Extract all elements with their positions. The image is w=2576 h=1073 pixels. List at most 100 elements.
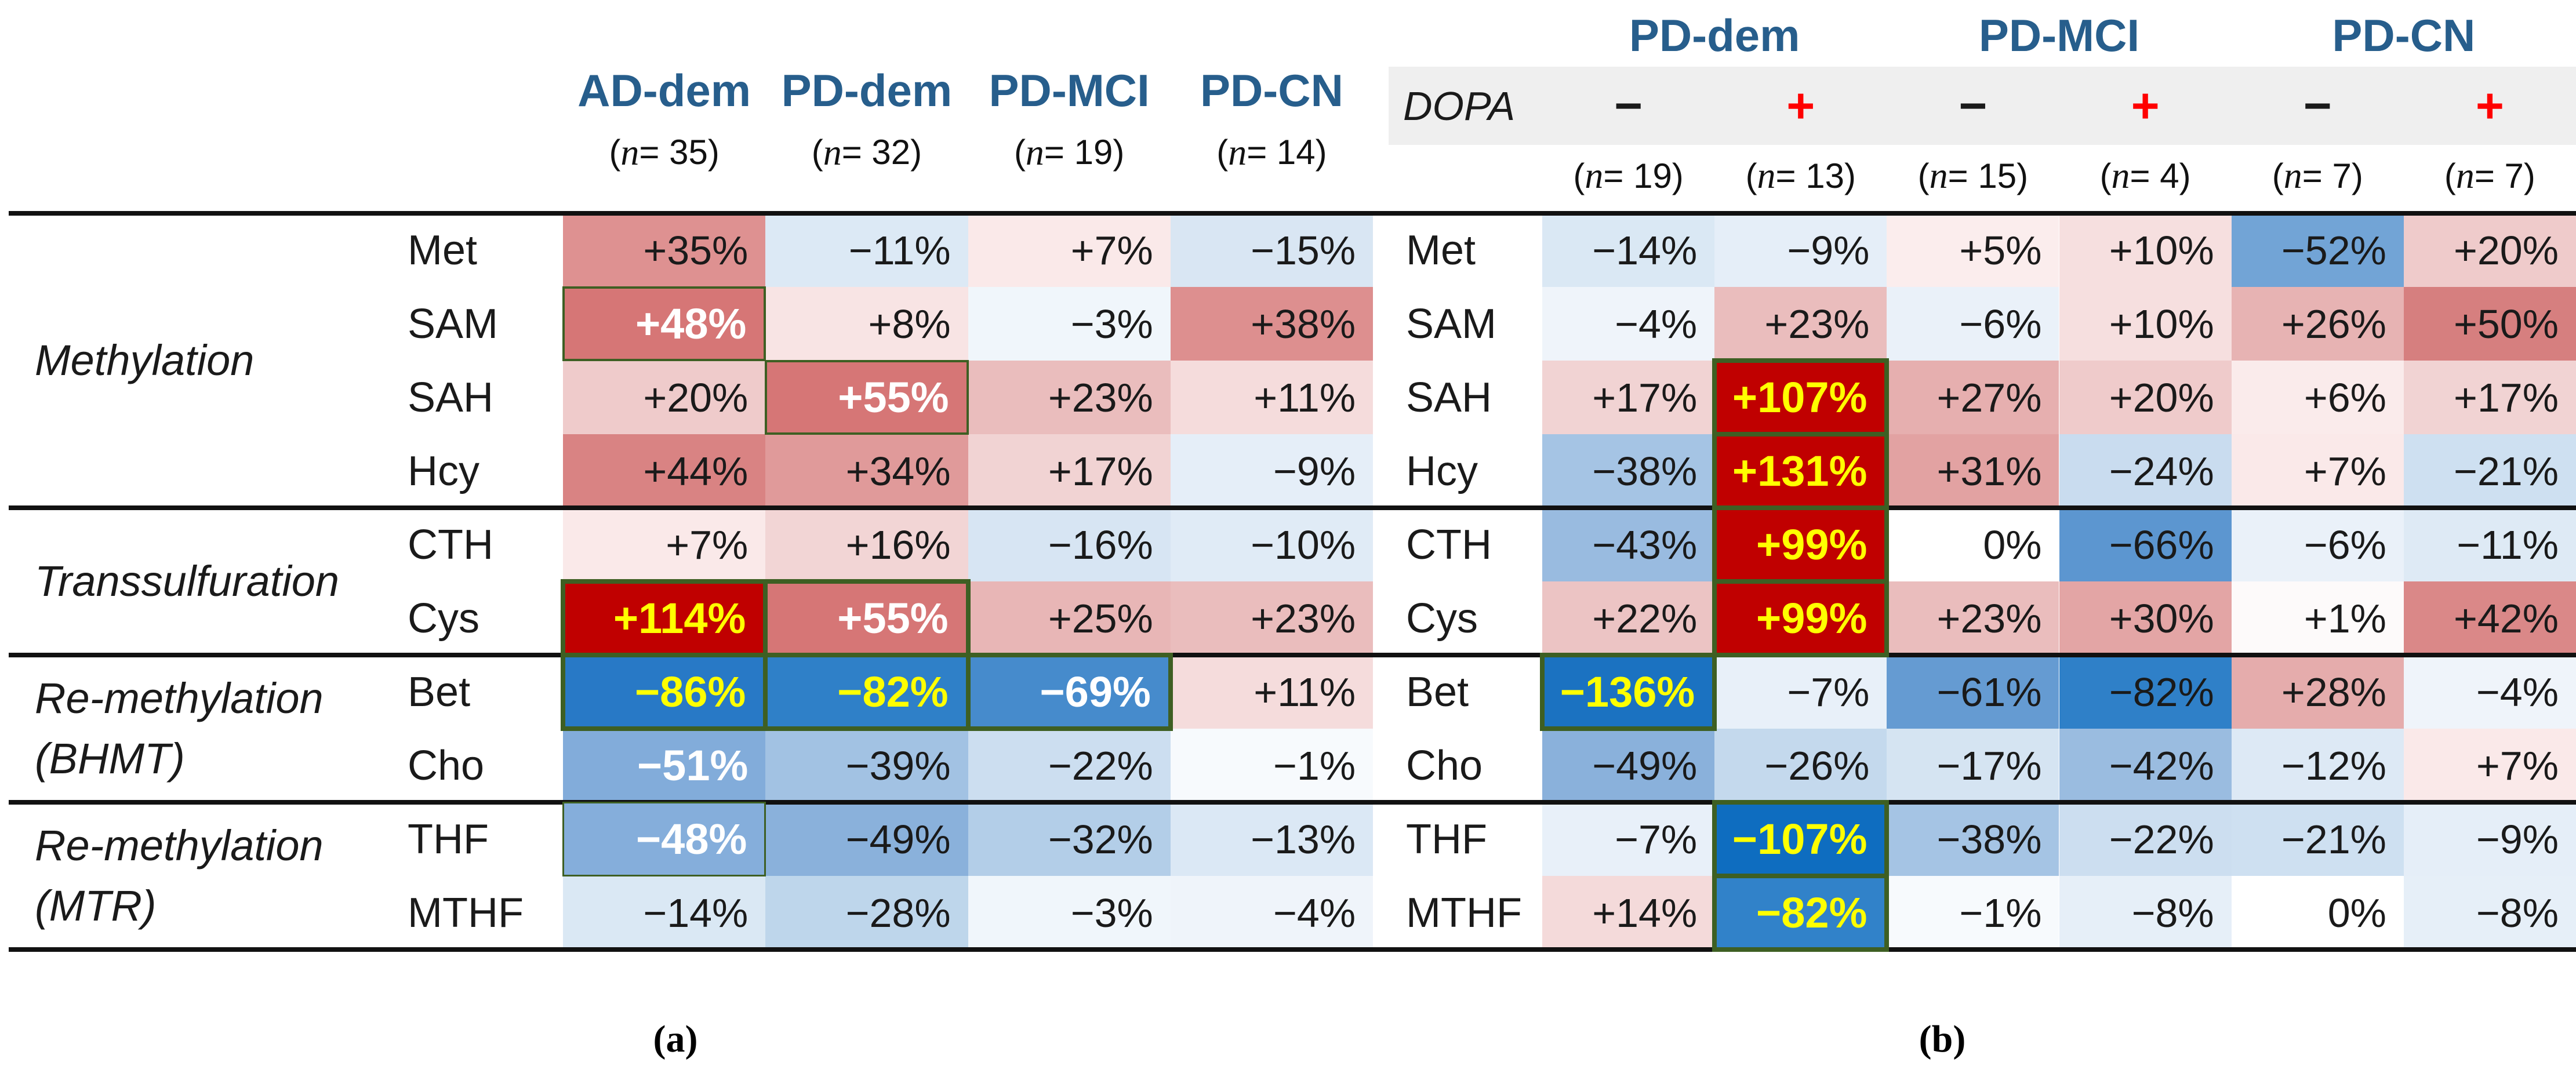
cell-b-CTH-2: 0%: [1887, 508, 2059, 581]
cell-a-CTH-0: +7%: [563, 508, 766, 581]
cell-b-SAH-4: +6%: [2231, 361, 2404, 434]
metabolite-label-SAH: SAH: [408, 374, 494, 421]
metabolite-label-THF: THF: [408, 816, 489, 863]
separator-line: [9, 211, 2576, 216]
metabolite-label-Cho: Cho: [408, 742, 485, 789]
cell-b-Hcy-3: −24%: [2059, 434, 2232, 508]
dopa-row-band: [1389, 67, 2576, 145]
cell-b-SAM-5: +50%: [2403, 287, 2576, 361]
metabolite-label-SAM: SAM: [408, 300, 499, 347]
metabolite-label-Hcy: Hcy: [1406, 448, 1478, 494]
cell-a-MTHF-0: −14%: [563, 876, 766, 950]
cell-b-Met-2: +5%: [1887, 213, 2059, 287]
dopa-sign-minus: −: [2303, 78, 2332, 133]
cell-b-THF-2: −38%: [1887, 802, 2059, 876]
cell-b-SAH-1: +107%: [1712, 358, 1890, 437]
cell-b-THF-5: −9%: [2403, 802, 2576, 876]
n-label: (n = 4): [2099, 155, 2191, 196]
n-label: (n = 15): [1917, 155, 2029, 196]
cell-a-Bet-0: −86%: [561, 653, 768, 731]
cell-b-CTH-3: −66%: [2059, 508, 2232, 581]
n-label: (n = 35): [609, 131, 720, 173]
metabolite-label-Cys: Cys: [1406, 595, 1478, 642]
cell-a-SAH-1: +55%: [765, 360, 969, 435]
metabolite-label-Met: Met: [408, 227, 478, 274]
column-header-PD-CN: PD-CN: [1200, 64, 1343, 116]
column-header-PD-dem: PD-dem: [781, 64, 953, 116]
cell-a-CTH-2: −16%: [968, 508, 1171, 581]
metabolite-label-CTH: CTH: [1406, 521, 1492, 568]
cell-b-THF-0: −7%: [1542, 802, 1715, 876]
cell-b-Cys-4: +1%: [2231, 581, 2404, 655]
pathway-group-label: Methylation: [35, 336, 255, 384]
cell-b-Bet-4: +28%: [2231, 655, 2404, 729]
pathway-group-label: Re-methylation (BHMT): [35, 674, 324, 783]
cell-b-Hcy-1: +131%: [1712, 432, 1890, 510]
n-label: (n = 13): [1745, 155, 1856, 196]
n-label: (n = 14): [1216, 131, 1327, 173]
cell-b-CTH-1: +99%: [1712, 505, 1890, 584]
cell-b-SAM-3: +10%: [2059, 287, 2232, 361]
cell-a-SAM-3: +38%: [1170, 287, 1374, 361]
cell-a-Cys-0: +114%: [561, 579, 768, 657]
column-header-PD-dem: PD-dem: [1629, 9, 1800, 61]
cell-a-Hcy-0: +44%: [563, 434, 766, 508]
dopa-row-label: DOPA: [1403, 83, 1516, 129]
metabolite-label-Met: Met: [1406, 227, 1476, 274]
cell-b-CTH-5: −11%: [2403, 508, 2576, 581]
cell-b-MTHF-0: +14%: [1542, 876, 1715, 950]
cell-a-Cys-2: +25%: [968, 581, 1171, 655]
dopa-sign-plus: +: [1786, 78, 1815, 133]
n-label: (n = 32): [811, 131, 922, 173]
cell-a-SAM-2: −3%: [968, 287, 1171, 361]
cell-b-MTHF-1: −82%: [1712, 874, 1890, 952]
column-header-PD-CN: PD-CN: [2332, 9, 2476, 61]
cell-b-SAH-3: +20%: [2059, 361, 2232, 434]
caption-a: (a): [653, 1017, 698, 1060]
cell-b-Bet-3: −82%: [2059, 655, 2232, 729]
cell-b-SAH-5: +17%: [2403, 361, 2576, 434]
cell-b-Bet-1: −7%: [1714, 655, 1887, 729]
metabolite-label-Bet: Bet: [408, 668, 471, 715]
cell-a-Bet-3: +11%: [1170, 655, 1374, 729]
cell-b-Cho-0: −49%: [1542, 729, 1715, 802]
cell-b-Cys-3: +30%: [2059, 581, 2232, 655]
cell-b-Cho-3: −42%: [2059, 729, 2232, 802]
metabolite-label-MTHF: MTHF: [408, 889, 524, 936]
n-label: (n = 19): [1573, 155, 1684, 196]
cell-a-Hcy-2: +17%: [968, 434, 1171, 508]
cell-a-Cho-1: −39%: [765, 729, 968, 802]
cell-b-MTHF-3: −8%: [2059, 876, 2232, 950]
cell-b-Hcy-4: +7%: [2231, 434, 2404, 508]
pathway-group-label: Transsulfuration: [35, 557, 340, 605]
caption-b: (b): [1919, 1017, 1966, 1060]
cell-b-SAM-2: −6%: [1887, 287, 2059, 361]
cell-b-Cys-2: +23%: [1887, 581, 2059, 655]
n-label: (n = 7): [2444, 155, 2535, 196]
metabolite-label-Hcy: Hcy: [408, 448, 479, 494]
cell-b-CTH-0: −43%: [1542, 508, 1715, 581]
cell-b-Hcy-0: −38%: [1542, 434, 1715, 508]
cell-b-THF-3: −22%: [2059, 802, 2232, 876]
cell-b-Bet-0: −136%: [1540, 653, 1717, 731]
cell-a-Met-2: +7%: [968, 213, 1171, 287]
cell-b-SAH-2: +27%: [1887, 361, 2059, 434]
pathway-group-label: Re-methylation (MTR): [35, 821, 324, 930]
metabolite-label-THF: THF: [1406, 816, 1487, 863]
metabolite-label-SAH: SAH: [1406, 374, 1492, 421]
cell-b-Bet-5: −4%: [2403, 655, 2576, 729]
separator-line: [9, 947, 2576, 952]
metabolite-label-Cho: Cho: [1406, 742, 1483, 789]
cell-b-Met-5: +20%: [2403, 213, 2576, 287]
cell-a-Met-1: −11%: [765, 213, 968, 287]
cell-b-THF-4: −21%: [2231, 802, 2404, 876]
cell-a-THF-0: −48%: [562, 802, 766, 876]
cell-a-MTHF-2: −3%: [968, 876, 1171, 950]
cell-a-Cys-3: +23%: [1170, 581, 1374, 655]
cell-b-Met-1: −9%: [1714, 213, 1887, 287]
cell-b-Cho-5: +7%: [2403, 729, 2576, 802]
cell-a-Hcy-1: +34%: [765, 434, 968, 508]
cell-a-Cho-3: −1%: [1170, 729, 1374, 802]
cell-b-CTH-4: −6%: [2231, 508, 2404, 581]
